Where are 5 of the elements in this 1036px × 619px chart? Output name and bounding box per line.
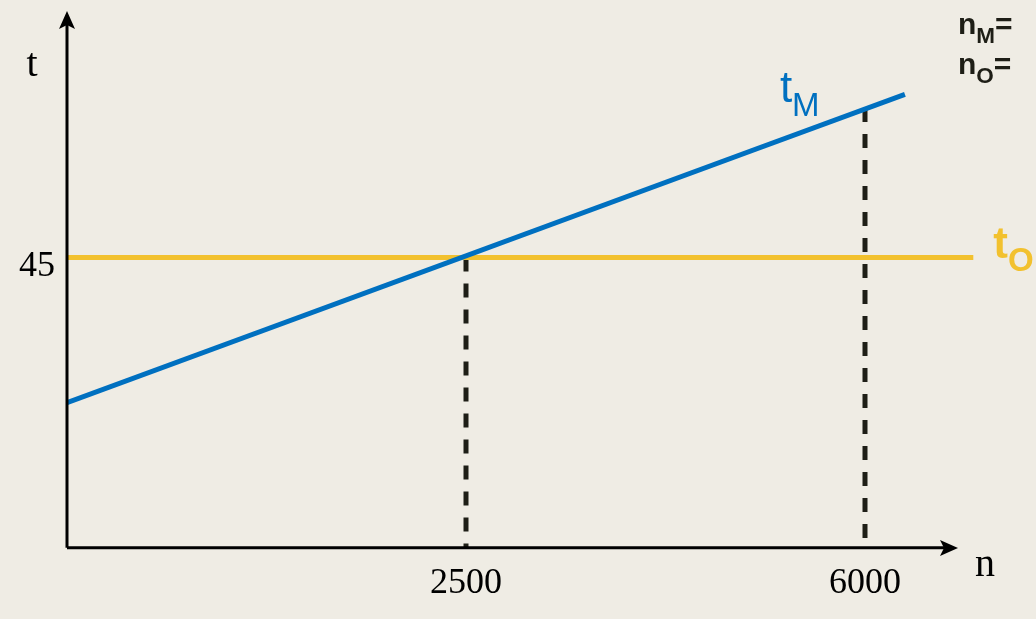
y-axis-title: t [26, 40, 38, 85]
x-tick-label: 2500 [430, 560, 502, 601]
x-tick-label: 6000 [829, 560, 901, 601]
x-axis-title: n [975, 539, 995, 585]
text: 45 [19, 243, 55, 284]
